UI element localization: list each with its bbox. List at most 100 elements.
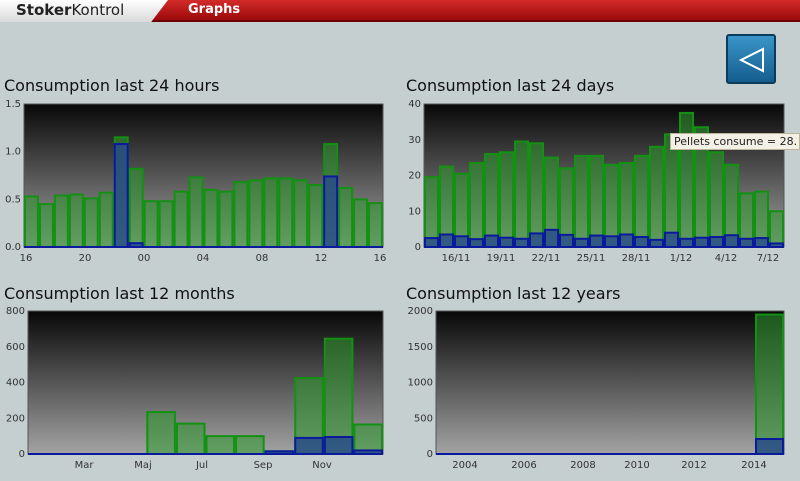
y-tick-label: 2000 (408, 306, 433, 317)
bar-secondary[interactable] (694, 236, 709, 249)
bar-total[interactable] (233, 181, 249, 248)
tab-graphs[interactable]: Graphs (188, 2, 241, 17)
bar-total[interactable] (143, 200, 159, 248)
bar-secondary[interactable] (424, 237, 439, 248)
bar-total[interactable] (484, 153, 499, 248)
bar-secondary[interactable] (649, 238, 664, 249)
x-tick-label: 00 (138, 253, 151, 264)
bar-secondary[interactable] (484, 234, 499, 248)
bar-secondary[interactable] (514, 237, 529, 248)
x-tick-label: Sep (254, 460, 273, 471)
bar-secondary[interactable] (323, 436, 354, 456)
bar-total[interactable] (248, 179, 264, 248)
bar-secondary[interactable] (113, 143, 129, 248)
bar-total[interactable] (709, 151, 724, 249)
bar-secondary[interactable] (323, 175, 339, 248)
bar-total[interactable] (604, 163, 619, 248)
bar-secondary[interactable] (499, 236, 514, 249)
bar-secondary[interactable] (529, 232, 544, 248)
bar-secondary[interactable] (559, 233, 574, 249)
bar-secondary[interactable] (619, 233, 634, 249)
x-tick-label: 20 (79, 253, 92, 264)
y-tick-label: 400 (6, 378, 25, 389)
bar-total[interactable] (424, 176, 439, 248)
bar-total[interactable] (98, 191, 114, 249)
y-tick-label: 0 (415, 242, 421, 253)
bar-total[interactable] (205, 435, 236, 455)
bar-total[interactable] (263, 177, 279, 248)
chart-24-hours: 0.0 0.5 1.0 1.5 16 20 00 04 08 12 16 (5, 99, 387, 264)
bar-total[interactable] (24, 195, 39, 248)
chart-12-months: 0 200 400 600 800 Mar Maj Jul Sep Nov (6, 306, 384, 471)
x-tick-label: Jul (195, 460, 208, 471)
bar-secondary[interactable] (469, 238, 484, 248)
bar-total[interactable] (323, 337, 354, 455)
back-button[interactable] (726, 34, 776, 84)
bar-total[interactable] (529, 142, 544, 249)
bar-total[interactable] (146, 410, 176, 455)
bar-secondary[interactable] (294, 436, 324, 456)
bar-secondary[interactable] (634, 235, 649, 249)
y-tick-label: 800 (6, 306, 25, 317)
bar-total[interactable] (128, 167, 144, 248)
bar-total[interactable] (469, 161, 484, 248)
bar-total[interactable] (514, 140, 529, 248)
bar-total[interactable] (173, 190, 189, 248)
bar-total[interactable] (338, 186, 354, 248)
bar-total[interactable] (53, 194, 69, 248)
bar-total[interactable] (574, 154, 589, 248)
chart-title-12m: Consumption last 12 months (4, 284, 235, 303)
x-tick-label: 2010 (624, 460, 649, 471)
bar-total[interactable] (308, 184, 324, 248)
x-tick-label: 2004 (452, 460, 477, 471)
tooltip: Pellets consume = 28. (670, 133, 800, 150)
x-tick-label: 04 (197, 253, 210, 264)
bar-secondary[interactable] (724, 234, 739, 248)
bar-secondary[interactable] (439, 233, 454, 249)
bar-total[interactable] (589, 154, 604, 248)
bar-secondary[interactable] (664, 231, 679, 248)
bar-secondary[interactable] (754, 237, 769, 248)
x-tick-label: 08 (256, 253, 269, 264)
bar-secondary[interactable] (739, 237, 754, 248)
bar-total[interactable] (499, 151, 514, 249)
chart-title-24h: Consumption last 24 hours (4, 76, 220, 95)
bar-total[interactable] (83, 197, 99, 248)
bar-total[interactable] (158, 200, 174, 248)
bar-total[interactable] (353, 198, 369, 249)
bar-total[interactable] (175, 422, 206, 456)
y-tick-label: 0 (427, 449, 433, 460)
x-tick-label: Nov (312, 460, 332, 471)
bar-total[interactable] (649, 145, 664, 248)
bar-total[interactable] (664, 133, 679, 249)
bar-total[interactable] (368, 202, 383, 248)
bar-total[interactable] (769, 210, 784, 248)
bar-secondary[interactable] (589, 234, 604, 248)
bar-total[interactable] (235, 435, 265, 455)
bar-total[interactable] (293, 179, 309, 248)
bar-total[interactable] (188, 176, 204, 248)
bar-secondary[interactable] (574, 237, 589, 248)
bar-total[interactable] (38, 203, 54, 248)
y-tick-label: 600 (6, 342, 25, 353)
x-tick-label: 16 (374, 253, 387, 264)
y-tick-label: 1500 (408, 342, 433, 353)
bar-secondary[interactable] (755, 437, 784, 456)
bar-total[interactable] (755, 313, 784, 456)
bar-secondary[interactable] (709, 235, 724, 249)
y-tick-label: 0.5 (5, 194, 21, 205)
bar-secondary[interactable] (454, 235, 469, 248)
bar-total[interactable] (68, 193, 84, 248)
bar-total[interactable] (634, 154, 649, 248)
bar-total[interactable] (203, 188, 219, 249)
bar-secondary[interactable] (679, 237, 694, 248)
x-tick-label: 22/11 (532, 253, 561, 264)
x-tick-label: 16/11 (442, 253, 471, 264)
chart-12-years: 0 500 1000 1500 2000 2004 2006 2008 2010 2012 2014 (408, 306, 785, 471)
bar-total[interactable] (218, 190, 234, 248)
bar-total[interactable] (278, 177, 294, 248)
x-tick-label: 1/12 (670, 253, 692, 264)
bar-secondary[interactable] (544, 228, 559, 248)
bar-secondary[interactable] (604, 235, 619, 248)
logo-rest: Kontrol (71, 1, 125, 19)
